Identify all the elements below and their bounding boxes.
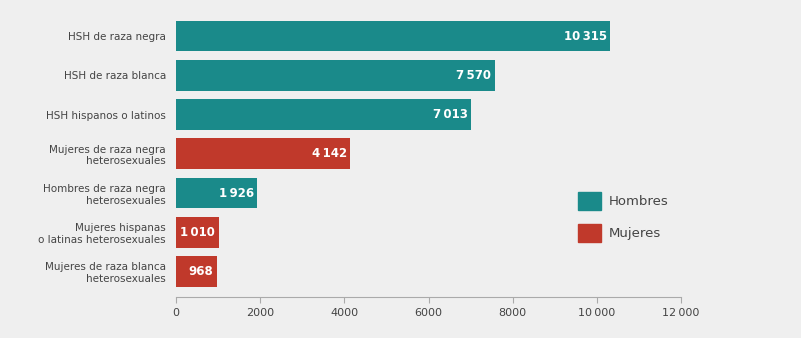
Text: 10 315: 10 315	[563, 30, 606, 43]
Text: 7 570: 7 570	[457, 69, 491, 82]
Text: 968: 968	[189, 265, 214, 278]
Legend: Hombres, Mujeres: Hombres, Mujeres	[572, 187, 674, 247]
Bar	[176, 139, 350, 169]
Text: 4 142: 4 142	[312, 147, 347, 160]
Bar	[176, 60, 494, 91]
Text: 1 926: 1 926	[219, 187, 254, 199]
Bar	[176, 21, 610, 51]
Bar	[176, 256, 217, 287]
Bar	[176, 178, 257, 208]
Bar	[176, 217, 219, 247]
Bar	[176, 99, 471, 130]
Text: 7 013: 7 013	[433, 108, 468, 121]
Text: 1 010: 1 010	[180, 226, 215, 239]
